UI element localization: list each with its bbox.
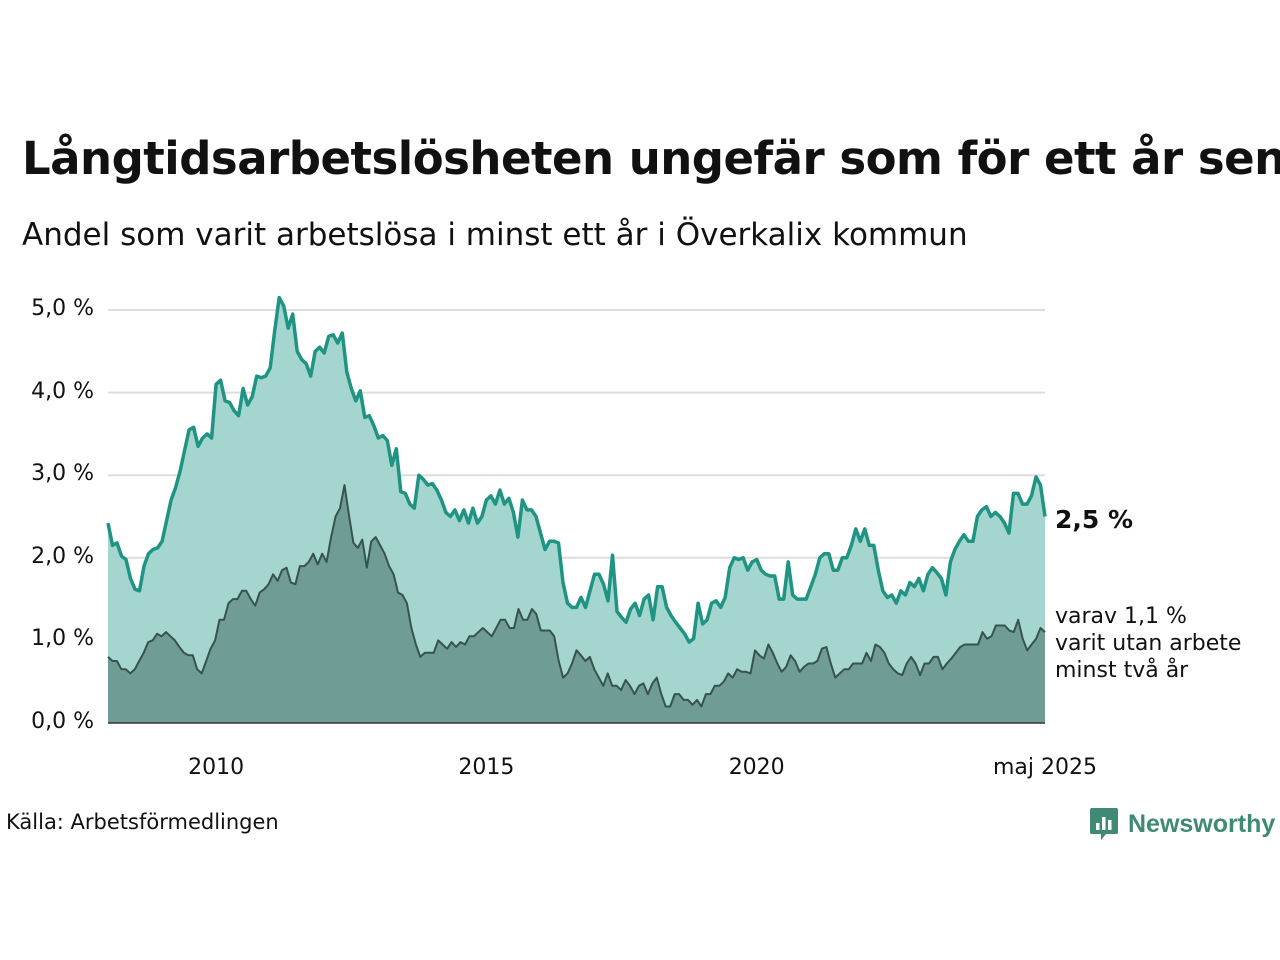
main-series-line: [106, 295, 1047, 644]
sub-label-line-1: varav 1,1 %: [1055, 604, 1187, 629]
sub-label-line-3: minst två år: [1055, 658, 1189, 683]
sub-series-line: [107, 484, 1046, 708]
y-tick-label: 3,0 %: [31, 461, 94, 487]
y-tick-label: 2,0 %: [31, 543, 94, 569]
x-tick-label: 2020: [728, 755, 785, 780]
x-tick-label: 2015: [458, 755, 515, 780]
chart-subtitle: Andel som varit arbetslösa i minst ett å…: [22, 217, 968, 253]
y-tick-label: 4,0 %: [31, 378, 94, 404]
newsworthy-logo-icon: [1090, 808, 1118, 840]
y-tick-label: 1,0 %: [31, 626, 94, 652]
brand-name: Newsworthy: [1128, 809, 1276, 838]
sub-label-line-2: varit utan arbete: [1055, 631, 1242, 656]
y-tick-label: 5,0 %: [31, 296, 94, 321]
end-value-label: 2,5 %: [1055, 505, 1134, 534]
chart-title: Långtidsarbetslösheten ungefär som för e…: [22, 132, 1280, 185]
x-tick-label: maj 2025: [992, 755, 1098, 780]
sub-series-label: varav 1,1 % varit utan arbete minst två …: [1055, 603, 1241, 684]
y-tick-label: 0,0 %: [31, 709, 94, 734]
brand-logo[interactable]: Newsworthy: [1088, 806, 1275, 842]
source-note: Källa: Arbetsförmedlingen: [6, 810, 279, 834]
x-tick-label: 2010: [188, 755, 245, 780]
